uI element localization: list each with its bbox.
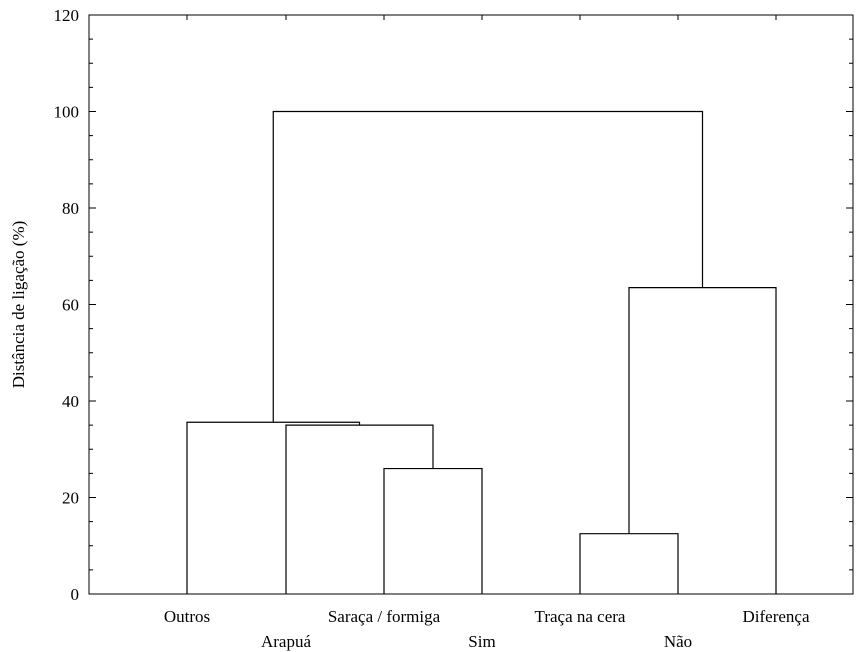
plot-frame xyxy=(88,14,854,595)
y-tick-label: 100 xyxy=(54,103,80,122)
y-axis-title: Distância de ligação (%) xyxy=(9,221,28,389)
dendrogram-link-1 xyxy=(579,533,679,594)
y-tick-label: 40 xyxy=(62,392,79,411)
y-tick-label: 60 xyxy=(62,296,79,315)
leaf-label: Arapuá xyxy=(261,632,311,651)
leaf-label: Traça na cera xyxy=(535,607,626,626)
dendrogram-link-4 xyxy=(186,421,361,594)
y-tick-label: 20 xyxy=(62,489,79,508)
dendrogram-link-6 xyxy=(272,110,704,423)
dendrogram-link-2 xyxy=(383,467,483,594)
leaf-label: Diferença xyxy=(742,607,809,626)
leaf-label: Outros xyxy=(164,607,210,626)
leaf-label: Saraça / formiga xyxy=(328,607,441,626)
leaf-label: Sim xyxy=(468,632,495,651)
dendrogram-link-3 xyxy=(285,424,434,594)
y-tick-label: 120 xyxy=(54,6,80,25)
leaf-label: Não xyxy=(664,632,692,651)
y-tick-label: 80 xyxy=(62,199,79,218)
y-tick-label: 0 xyxy=(71,585,80,604)
dendrogram-link-5 xyxy=(628,287,777,594)
